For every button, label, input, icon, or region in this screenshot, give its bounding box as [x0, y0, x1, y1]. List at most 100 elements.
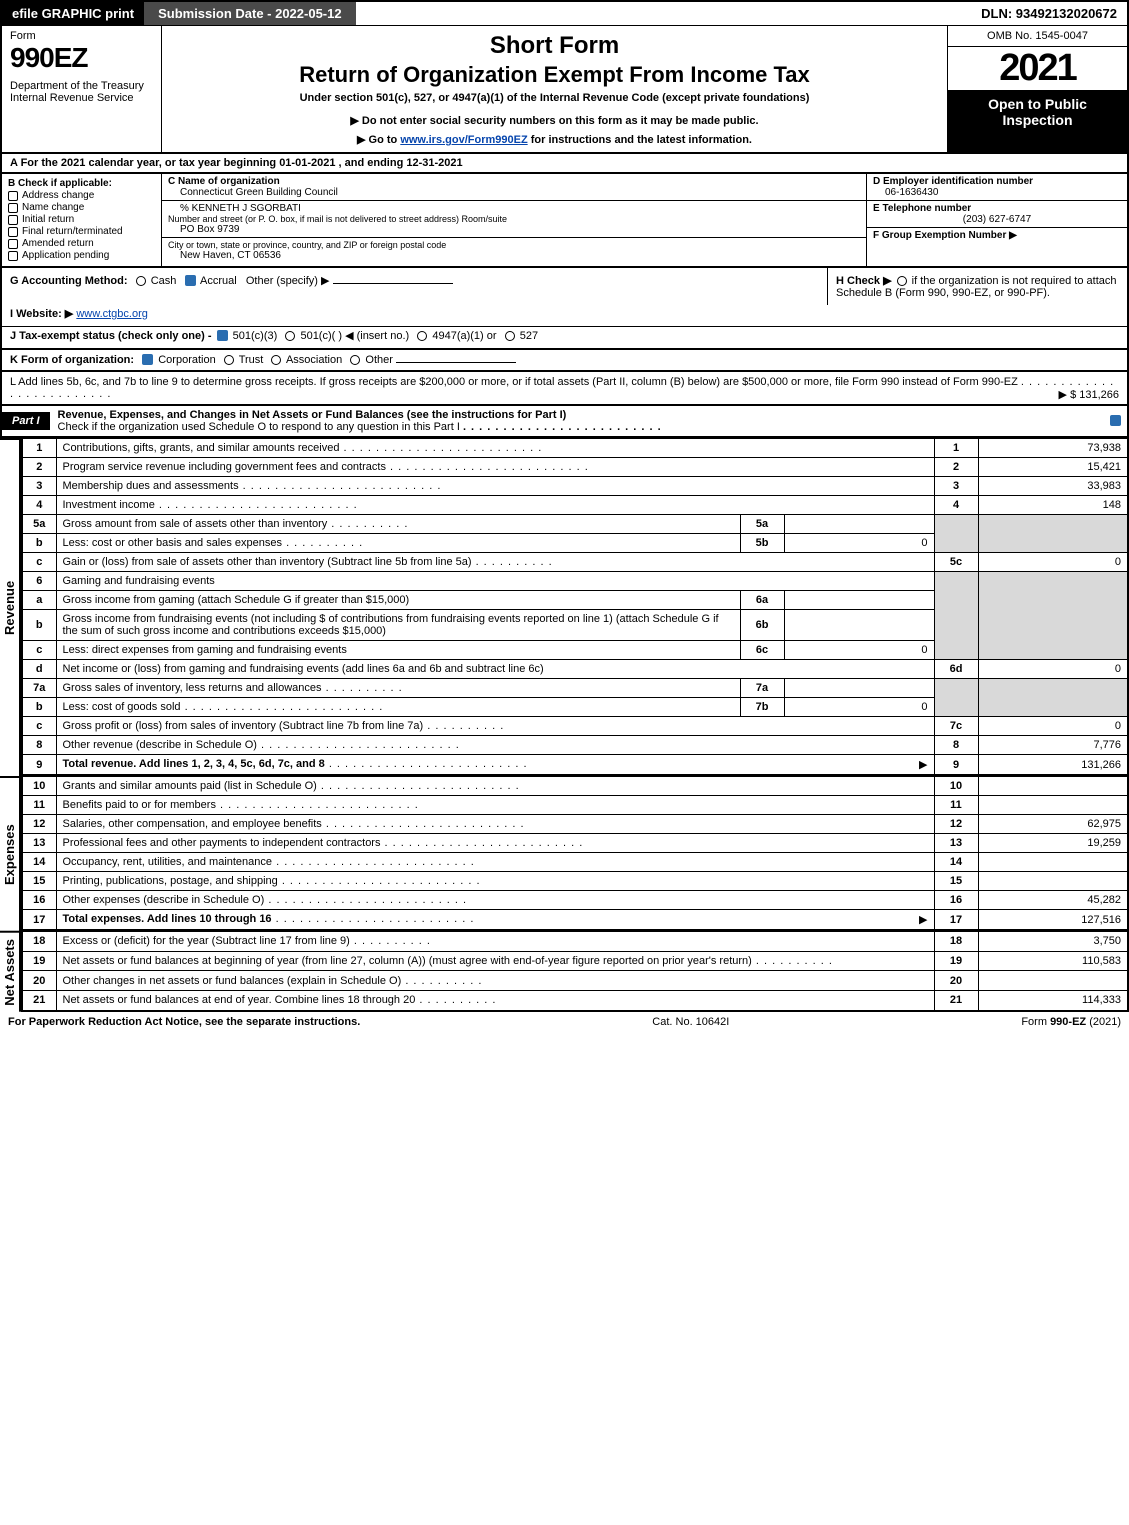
chk-label: Final return/terminated: [22, 226, 123, 237]
line-desc: Membership dues and assessments: [56, 477, 934, 496]
line-rn: 17: [934, 910, 978, 931]
c-city-row: City or town, state or province, country…: [162, 238, 866, 263]
i-website-row: I Website: ▶ www.ctgbc.org: [2, 305, 1127, 326]
j-label: J Tax-exempt status (check only one) -: [10, 330, 215, 342]
line-5a: 5aGross amount from sale of assets other…: [22, 515, 1128, 534]
j-501c3: 501(c)(3): [233, 330, 278, 342]
checkbox-icon[interactable]: [8, 203, 18, 213]
row-a-text: A For the 2021 calendar year, or tax yea…: [10, 157, 463, 169]
radio-icon[interactable]: [417, 331, 427, 341]
line-desc-text: Occupancy, rent, utilities, and maintena…: [63, 856, 273, 868]
line-desc-text: Excess or (deficit) for the year (Subtra…: [63, 935, 350, 947]
line-subval: [784, 591, 934, 610]
checkbox-icon[interactable]: [8, 191, 18, 201]
line-desc-text: Other changes in net assets or fund bala…: [63, 975, 402, 987]
radio-icon[interactable]: [224, 355, 234, 365]
line-rn-grey: [934, 515, 978, 553]
i-website-link[interactable]: www.ctgbc.org: [76, 308, 148, 320]
line-num: 17: [22, 910, 56, 931]
j-501c: 501(c)( ) ◀ (insert no.): [300, 330, 409, 342]
line-sub: 7a: [740, 679, 784, 698]
line-sub: 6c: [740, 641, 784, 660]
checkbox-checked-icon[interactable]: [1110, 415, 1121, 426]
row-k: K Form of organization: Corporation Trus…: [0, 350, 1129, 372]
dln-label: DLN: 93492132020672: [971, 2, 1127, 25]
e-phone-value: (203) 627-6747: [873, 214, 1121, 225]
checkbox-icon[interactable]: [8, 251, 18, 261]
g-accounting: G Accounting Method: Cash Accrual Other …: [2, 268, 827, 305]
checkbox-checked-icon[interactable]: [217, 330, 228, 341]
line-subval: 0: [784, 698, 934, 717]
line-3: 3Membership dues and assessments333,983: [22, 477, 1128, 496]
radio-icon[interactable]: [285, 331, 295, 341]
expenses-vlabel-col: Expenses: [0, 776, 21, 931]
under-section-text: Under section 501(c), 527, or 4947(a)(1)…: [172, 92, 937, 104]
chk-amended-return: Amended return: [8, 238, 155, 249]
line-desc-text: Net assets or fund balances at beginning…: [63, 955, 752, 967]
dots: [317, 780, 520, 792]
line-rn-grey: [934, 679, 978, 717]
checkbox-checked-icon[interactable]: [185, 275, 196, 286]
line-subval: 0: [784, 641, 934, 660]
line-num: 5a: [22, 515, 56, 534]
line-val: 0: [978, 553, 1128, 572]
line-num: 20: [22, 971, 56, 991]
c-city-value: New Haven, CT 06536: [168, 250, 860, 261]
h-check: H Check ▶ if the organization is not req…: [827, 268, 1127, 305]
f-group-row: F Group Exemption Number ▶: [867, 228, 1127, 243]
dots: [415, 994, 496, 1006]
k-trust: Trust: [239, 354, 264, 366]
form-word: Form: [10, 30, 153, 42]
checkbox-icon[interactable]: [8, 215, 18, 225]
radio-icon[interactable]: [505, 331, 515, 341]
line-desc-text: Benefits paid to or for members: [63, 799, 216, 811]
line-num: d: [22, 660, 56, 679]
radio-icon[interactable]: [271, 355, 281, 365]
dots: [325, 758, 528, 770]
line-18: 18Excess or (deficit) for the year (Subt…: [22, 932, 1128, 952]
line-rn: 20: [934, 971, 978, 991]
e-phone-label: E Telephone number: [873, 203, 971, 214]
line-val: 127,516: [978, 910, 1128, 931]
dots: [155, 499, 358, 511]
c-pct-row: % KENNETH J SGORBATI Number and street (…: [162, 201, 866, 238]
line-subval: 0: [784, 534, 934, 553]
line-desc: Less: cost of goods sold: [56, 698, 740, 717]
checkbox-icon[interactable]: [8, 227, 18, 237]
line-num: 8: [22, 736, 56, 755]
line-20: 20 Other changes in net assets or fund ba…: [22, 971, 1128, 991]
line-rn: 10: [934, 777, 978, 796]
checkbox-checked-icon[interactable]: [142, 354, 153, 365]
line-16: 16Other expenses (describe in Schedule O…: [22, 891, 1128, 910]
line-val: 19,259: [978, 834, 1128, 853]
line-rn: 8: [934, 736, 978, 755]
line-num: 16: [22, 891, 56, 910]
line-subval: [784, 515, 934, 534]
line-desc: Contributions, gifts, grants, and simila…: [56, 439, 934, 458]
j-4947: 4947(a)(1) or: [432, 330, 496, 342]
expenses-section: Expenses 10Grants and similar amounts pa…: [0, 776, 1129, 931]
line-num: 14: [22, 853, 56, 872]
f-group-label: F Group Exemption Number ▶: [873, 230, 1017, 241]
line-val: 0: [978, 660, 1128, 679]
checkbox-icon[interactable]: [8, 239, 18, 249]
line-num: 7a: [22, 679, 56, 698]
c-name-label-text: C Name of organization: [168, 176, 280, 187]
line-val: 114,333: [978, 991, 1128, 1011]
line-4: 4Investment income4148: [22, 496, 1128, 515]
line-subval: [784, 679, 934, 698]
c-pct-value: % KENNETH J SGORBATI: [168, 203, 860, 214]
revenue-section: Revenue 1Contributions, gifts, grants, a…: [0, 438, 1129, 776]
dots: [472, 556, 553, 568]
line-sub: 6b: [740, 610, 784, 641]
goto-link[interactable]: www.irs.gov/Form990EZ: [400, 134, 527, 146]
line-val: 3,750: [978, 932, 1128, 952]
page-footer: For Paperwork Reduction Act Notice, see …: [0, 1012, 1129, 1032]
line-10: 10Grants and similar amounts paid (list …: [22, 777, 1128, 796]
netassets-vlabel: Net Assets: [0, 931, 21, 1012]
line-val: 73,938: [978, 439, 1128, 458]
line-desc: Net assets or fund balances at end of ye…: [56, 991, 934, 1011]
radio-icon[interactable]: [897, 276, 907, 286]
radio-icon[interactable]: [350, 355, 360, 365]
radio-icon[interactable]: [136, 276, 146, 286]
